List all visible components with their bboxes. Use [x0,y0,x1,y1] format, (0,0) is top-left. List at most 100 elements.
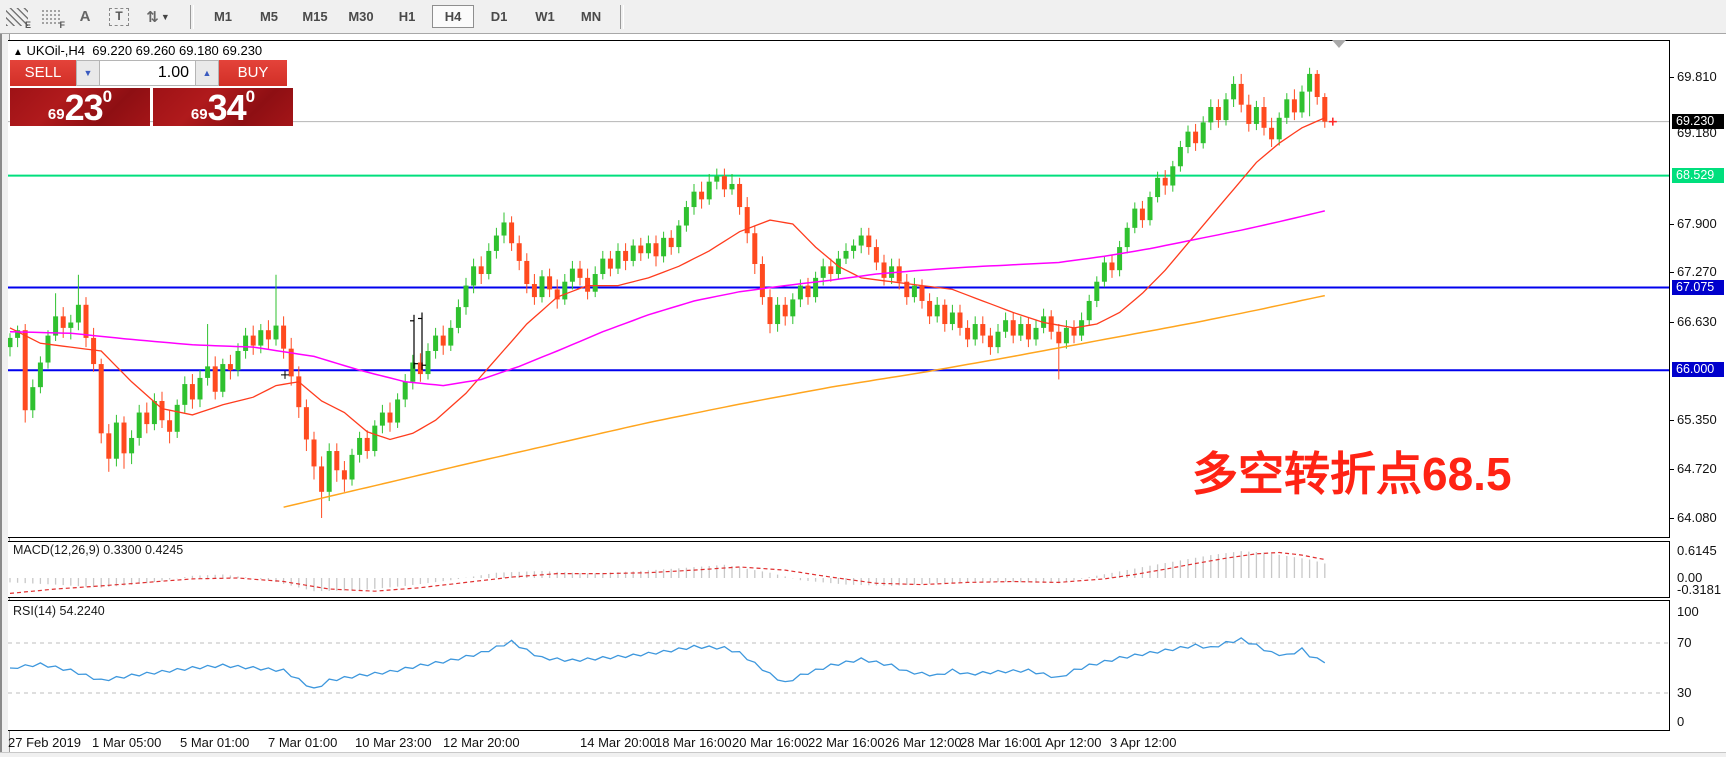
arrows-glyph: ⇅ [146,8,159,26]
buy-button[interactable]: BUY [219,60,287,86]
toolbar-separator [190,4,194,29]
macd-indicator-panel[interactable] [8,541,1670,598]
trade-price-panels: 69 23 0 69 34 0 [10,88,296,126]
macd-label: MACD(12,26,9) 0.3300 0.4245 [13,543,184,557]
axis-tick [1670,518,1674,519]
tab-timeframe-w1[interactable]: W1 [535,9,555,24]
price-axis-label: 67.270 [1677,264,1717,279]
axis-tick [1670,224,1674,225]
hatch-glyph [6,7,28,26]
letter-t-glyph: T [109,7,129,26]
ma-slow-orange [283,294,1325,508]
macd-axis-label: 0.00 [1677,570,1703,585]
buy-price-button[interactable]: 69 34 0 [153,88,293,126]
price-axis-label: 65.350 [1677,412,1717,427]
price-axis-label: 66.630 [1677,314,1717,329]
volume-decrease-button[interactable]: ▼ [76,60,100,86]
rsi-axis-label: 100 [1677,604,1699,619]
time-axis-label: 1 Mar 05:00 [92,735,162,750]
grid-pattern-icon[interactable]: F [36,4,66,30]
buy-price-small: 69 [190,106,208,123]
axis-tick [1670,420,1674,421]
time-axis-label: 22 Mar 16:00 [808,735,885,750]
macd-axis-label: -0.3181 [1677,582,1722,597]
time-axis-label: 12 Mar 20:00 [443,735,520,750]
tab-timeframe-m15[interactable]: M15 [302,9,328,24]
axis-tick [1670,272,1674,273]
window-left-border [0,34,10,756]
price-axis-badge: 69.230 [1672,114,1724,129]
sell-button[interactable]: SELL [10,60,76,86]
price-axis-badge: 66.000 [1672,362,1724,377]
sell-price-button[interactable]: 69 23 0 [10,88,150,126]
tab-timeframe-m5[interactable]: M5 [259,9,279,24]
time-axis-label: 26 Mar 12:00 [885,735,962,750]
tab-timeframe-m30[interactable]: M30 [348,9,374,24]
volume-increase-button[interactable]: ▲ [195,60,219,86]
ohlc-quotes: 69.220 69.260 69.180 69.230 [92,43,263,58]
toolbar-separator [620,4,624,29]
price-axis-badge: 67.075 [1672,280,1724,295]
macd-signal-line [9,551,1325,594]
volume-input[interactable]: 1.00 [100,60,195,86]
toolbar: E F A T ⇅ ▼ M1 M5 M15 M30 H1 H4 D1 W1 MN [0,0,1726,34]
time-axis-label: 10 Mar 23:00 [355,735,432,750]
text-label-icon[interactable]: A [70,4,100,30]
rsi-label: RSI(14) 54.2240 [13,604,105,618]
tab-timeframe-d1[interactable]: D1 [490,9,508,24]
tab-timeframe-mn[interactable]: MN [580,9,602,24]
rsi-axis-label: 30 [1677,685,1692,700]
price-axis-label: 69.810 [1677,69,1717,84]
axis-tick [1670,469,1674,470]
time-axis-label: 7 Mar 01:00 [268,735,338,750]
icon-sub-label: F [59,19,66,30]
last-price-marker [1328,117,1337,126]
rsi-axis-label: 0 [1677,714,1685,729]
price-axis-area [1671,34,1726,752]
axis-tick [1670,77,1674,78]
time-axis-label: 28 Mar 16:00 [960,735,1037,750]
price-axis-label: 67.900 [1677,216,1717,231]
chart-shift-marker-icon[interactable] [1332,40,1346,48]
icon-sub-label: E [24,19,31,30]
collapse-triangle-icon[interactable]: ▲ [13,47,23,58]
price-axis-label: 64.080 [1677,510,1717,525]
chart-text-annotation: 多空转折点68.5 [1192,448,1512,500]
axis-tick [1670,322,1674,323]
time-axis-label: 14 Mar 20:00 [580,735,657,750]
ma-mid-magenta [9,210,1325,387]
time-axis-label: 1 Apr 12:00 [1035,735,1102,750]
rsi-line [9,637,1326,689]
buy-price-big: 34 [207,87,247,128]
sell-price-small: 69 [47,106,65,123]
price-axis-label: 64.720 [1677,461,1717,476]
text-box-icon[interactable]: T [104,4,134,30]
tab-timeframe-h1[interactable]: H1 [398,9,416,24]
arrange-objects-icon[interactable]: ⇅ ▼ [138,4,178,30]
time-axis-label: 18 Mar 16:00 [655,735,732,750]
timeframe-buttons: M1 M5 M15 M30 H1 H4 D1 W1 MN [200,5,614,28]
time-axis-label: 5 Mar 01:00 [180,735,250,750]
rsi-axis-label: 70 [1677,635,1692,650]
tab-timeframe-m1[interactable]: M1 [213,9,233,24]
time-axis-label: 3 Apr 12:00 [1110,735,1177,750]
window-gap [0,34,1726,40]
time-axis-label: 27 Feb 2019 [8,735,82,750]
indicators-hatch-icon[interactable]: E [2,4,32,30]
symbol-title: UKOil-,H4 [26,43,86,58]
quote-header: ▲ UKOil-,H4 69.220 69.260 69.180 69.230 [13,43,262,58]
sell-price-big: 23 [64,87,104,128]
price-axis-badge: 68.529 [1672,168,1724,183]
rsi-indicator-panel[interactable] [8,600,1670,731]
one-click-trade-row: SELL ▼ 1.00 ▲ BUY [10,60,287,86]
buy-price-sup: 0 [245,87,256,106]
time-axis-label: 20 Mar 16:00 [732,735,809,750]
macd-axis-label: 0.6145 [1677,543,1717,558]
grid-glyph [41,8,61,25]
window-bottom-border [0,752,1726,757]
sell-price-sup: 0 [102,87,113,106]
ma-fast-red [9,117,1326,441]
chevron-down-icon: ▼ [160,11,170,22]
letter-a-glyph: A [79,8,91,25]
tab-timeframe-h4[interactable]: H4 [432,5,474,28]
